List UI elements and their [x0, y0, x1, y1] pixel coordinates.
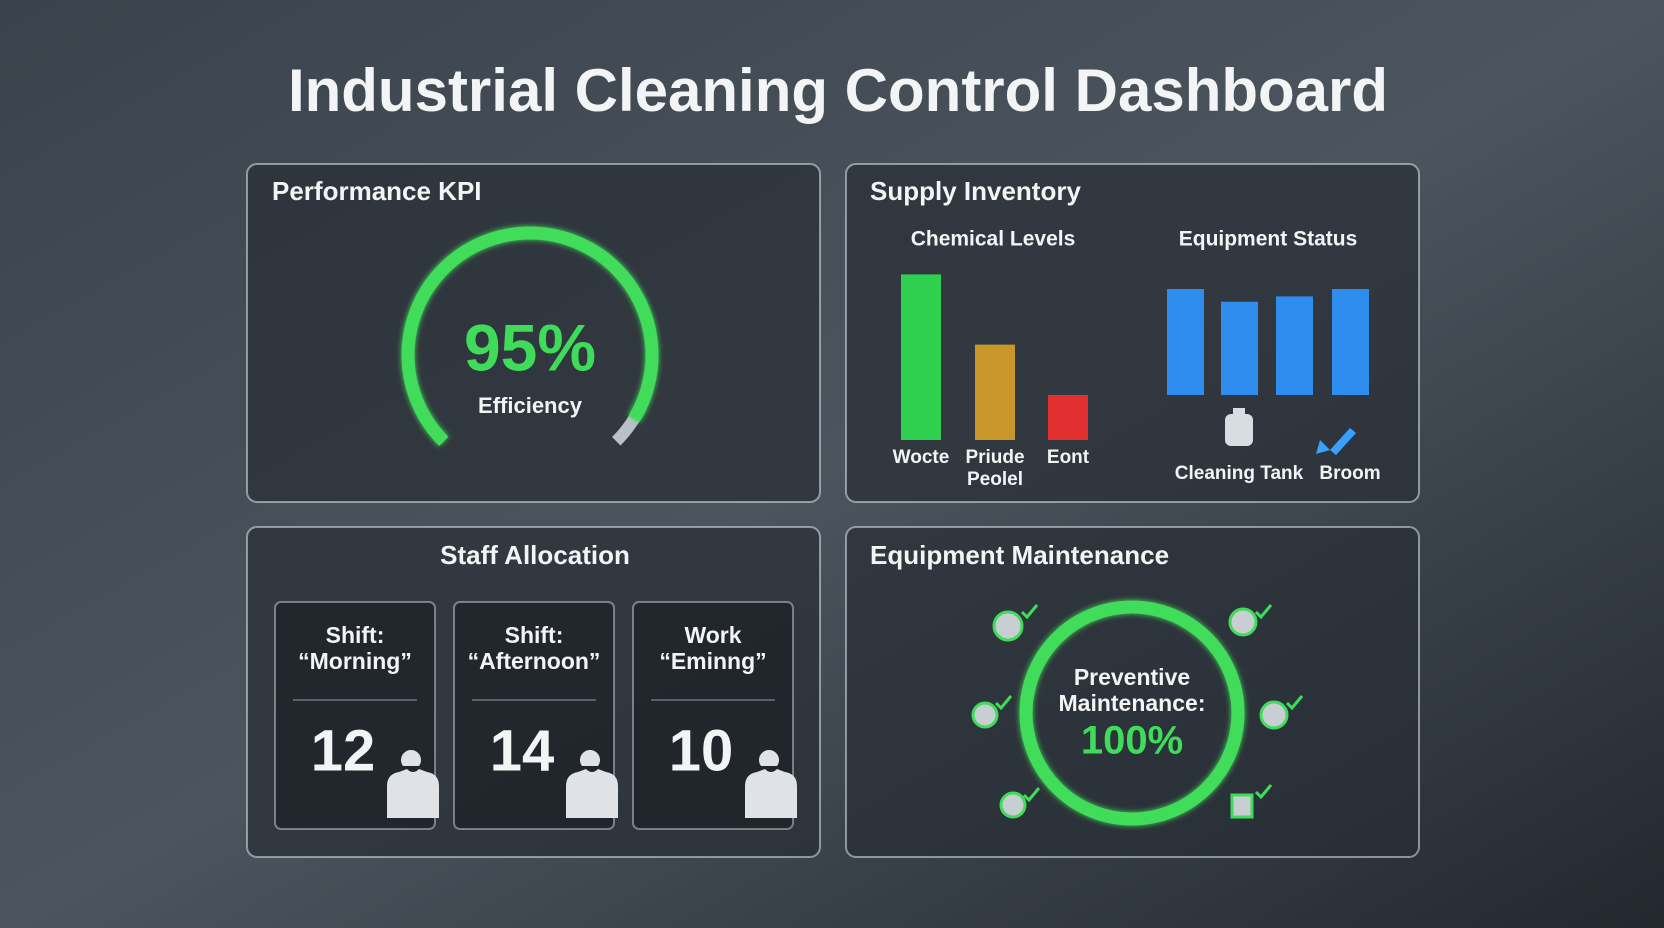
person-icon — [387, 749, 439, 818]
bar-label: Cleaning Tank — [1175, 463, 1304, 484]
equipment-bar — [1276, 296, 1313, 395]
shift-label: Work — [684, 622, 741, 648]
bar-label: Wocte — [893, 447, 950, 468]
shift-card — [274, 601, 436, 830]
panel-title: Supply Inventory — [870, 176, 1081, 206]
bar-label: Broom — [1319, 463, 1380, 484]
shift-label: “Afternoon” — [468, 648, 601, 674]
shift-label: “Morning” — [298, 648, 412, 674]
section-title: Chemical Levels — [911, 228, 1076, 251]
ring-arc — [1019, 600, 1245, 826]
kpi-value: 95% — [464, 310, 596, 384]
bar-label: Eont — [1047, 447, 1090, 468]
bar-label: Peolel — [967, 469, 1023, 490]
staff-count: 10 — [669, 718, 734, 783]
bar-label: Priude — [965, 447, 1024, 468]
shift-card — [453, 601, 615, 830]
shift-card — [632, 601, 794, 830]
icon — [1225, 408, 1356, 455]
icon — [971, 604, 1304, 819]
ring-caption: Preventive — [1074, 664, 1190, 690]
chemical-bar — [1048, 395, 1088, 440]
staff-count: 12 — [311, 718, 376, 783]
shift-label: “Eminng” — [659, 648, 766, 674]
gauge-arc — [401, 226, 659, 484]
chemical-bar — [901, 274, 941, 440]
section-title: Equipment Status — [1179, 228, 1358, 251]
panel — [845, 526, 1420, 858]
panel — [246, 163, 821, 503]
shift-label: Shift: — [505, 622, 564, 648]
staff-count: 14 — [490, 718, 555, 783]
equipment-bar — [1332, 289, 1369, 395]
panel-title: Staff Allocation — [440, 540, 630, 570]
page-title: Industrial Cleaning Control Dashboard — [288, 57, 1388, 124]
equipment-bar — [1167, 289, 1204, 395]
equipment-bar — [1221, 301, 1258, 395]
kpi-caption: Efficiency — [478, 393, 583, 418]
shift-label: Shift: — [326, 622, 385, 648]
ring-value: 100% — [1081, 719, 1183, 763]
person-icon — [745, 750, 797, 818]
person-icon — [566, 750, 618, 818]
panel-title: Equipment Maintenance — [870, 540, 1169, 570]
ring-caption: Maintenance: — [1059, 690, 1206, 716]
chemical-bar — [975, 344, 1015, 440]
panel-title: Performance KPI — [272, 176, 482, 206]
